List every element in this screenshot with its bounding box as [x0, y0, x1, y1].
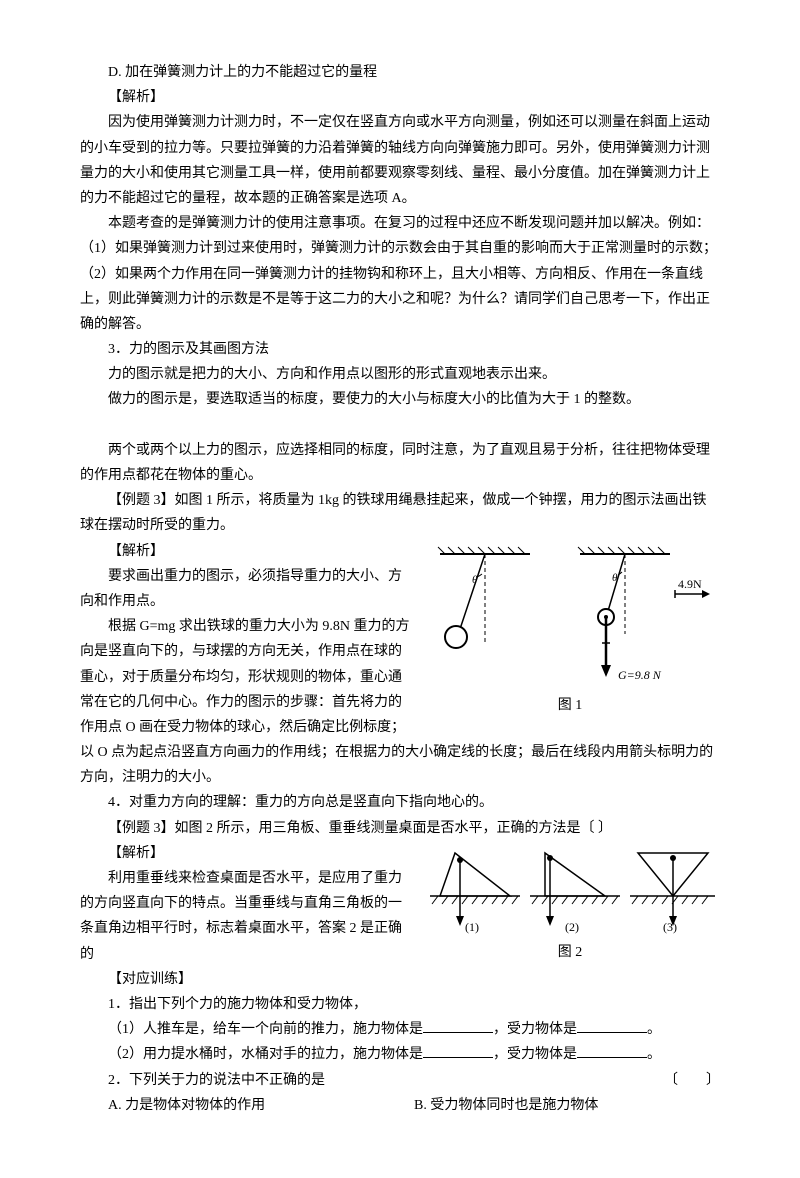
q1: 1．指出下列个力的施力物体和受力物体， — [80, 992, 720, 1017]
sec3-p2: 做力的图示是，要选取适当的标度，要使力的大小与标度大小的比值为大于 1 的整数。 — [80, 387, 720, 412]
q1-1b: ，受力物体是 — [493, 1022, 577, 1037]
q2-bracket: 〔 〕 — [636, 1068, 720, 1093]
analysis-p2: 本题考查的是弹簧测力计的使用注意事项。在复习的过程中还应不断发现问题并加以解决。… — [80, 211, 720, 337]
sec3-title: 3．力的图示及其画图方法 — [80, 337, 720, 362]
force-label: G=9.8 N — [618, 668, 662, 682]
blank[interactable] — [423, 1018, 493, 1033]
svg-text:(1): (1) — [465, 920, 479, 934]
fig2-caption: 图 2 — [420, 940, 720, 965]
option-d: D. 加在弹簧测力计上的力不能超过它的量程 — [80, 60, 720, 85]
blank[interactable] — [577, 1018, 647, 1033]
q1-2: （2）用力提水桶时，水桶对手的拉力，施力物体是 ，受力物体是 。 — [80, 1042, 720, 1067]
fig1-caption: 图 1 — [420, 693, 720, 718]
train-label: 【对应训练】 — [80, 967, 720, 992]
sec3-p1: 力的图示就是把力的大小、方向和作用点以图形的形式直观地表示出来。 — [80, 362, 720, 387]
svg-text:(3): (3) — [663, 920, 677, 934]
figure-1: θ θ — [420, 539, 720, 718]
blank[interactable] — [577, 1043, 647, 1058]
q1-1a: （1）人推车是，给车一个向前的推力，施力物体是 — [108, 1022, 423, 1037]
q1-1: （1）人推车是，给车一个向前的推力，施力物体是 ，受力物体是 。 — [80, 1017, 720, 1042]
q2-a: A. 力是物体对物体的作用 — [108, 1093, 414, 1118]
figure-2: (1) (2) — [420, 841, 720, 965]
ex3a-title: 【例题 3】如图 1 所示，将质量为 1kg 的铁球用绳悬挂起来，做成一个钟摆，… — [80, 488, 720, 538]
svg-text:θ: θ — [472, 574, 478, 586]
ex3b-title: 【例题 3】如图 2 所示，用三角板、重垂线测量桌面是否水平，正确的方法是〔 〕 — [80, 816, 720, 841]
svg-text:(2): (2) — [565, 920, 579, 934]
sec4-title: 4．对重力方向的理解：重力的方向总是竖直向下指向地心的。 — [80, 790, 720, 815]
analysis-p1: 因为使用弹簧测力计测力时，不一定仅在竖直方向或水平方向测量，例如还可以测量在斜面… — [80, 110, 720, 211]
svg-text:θ: θ — [612, 572, 618, 584]
q1-2a: （2）用力提水桶时，水桶对手的拉力，施力物体是 — [108, 1047, 423, 1062]
q1-2c: 。 — [647, 1047, 661, 1062]
q1-2b: ，受力物体是 — [493, 1047, 577, 1062]
q2: 2．下列关于力的说法中不正确的是 〔 〕 — [80, 1068, 720, 1093]
q1-1c: 。 — [647, 1022, 661, 1037]
scale-label: 4.9N — [678, 577, 702, 591]
blank[interactable] — [423, 1043, 493, 1058]
sec3-p3: 两个或两个以上力的图示，应选择相同的标度，同时注意，为了直观且易于分析，往往把物… — [80, 438, 720, 488]
analysis-label-1: 【解析】 — [80, 85, 720, 110]
q2-b: B. 受力物体同时也是施力物体 — [414, 1093, 720, 1118]
